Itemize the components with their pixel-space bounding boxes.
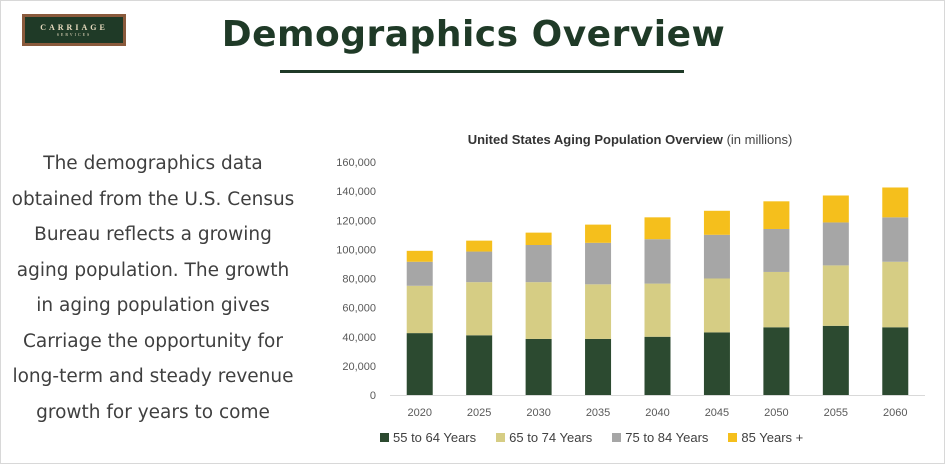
description-text: The demographics data obtained from the …	[11, 153, 295, 423]
x-tick-label: 2030	[526, 407, 550, 419]
legend-item: 75 to 84 Years	[612, 430, 708, 445]
bar-segment-75-to-84-years-2035	[585, 242, 612, 285]
bar-segment-55-to-64-years-2025	[466, 335, 493, 395]
bar-segment-85-years-2055	[822, 195, 849, 223]
legend-item: 55 to 64 Years	[380, 430, 476, 445]
page-title: Demographics Overview	[221, 14, 726, 55]
x-tick-label: 2025	[467, 407, 491, 419]
bar-segment-85-years-2020	[406, 250, 433, 262]
title-underline	[280, 70, 684, 73]
legend-swatch	[496, 433, 506, 442]
x-tick-label: 2045	[705, 407, 729, 419]
x-tick-label: 2060	[883, 407, 907, 419]
bar-segment-55-to-64-years-2040	[644, 336, 671, 395]
legend-label: 75 to 84 Years	[625, 430, 709, 445]
y-tick-label: 160,000	[336, 157, 376, 169]
bar-segment-65-to-74-years-2030	[525, 282, 552, 339]
legend-item: 65 to 74 Years	[496, 430, 592, 445]
legend-label: 55 to 64 Years	[393, 430, 477, 445]
bar-segment-55-to-64-years-2020	[406, 333, 433, 395]
x-tick-label: 2020	[407, 407, 431, 419]
legend-label: 85 Years +	[741, 430, 804, 445]
bar-segment-55-to-64-years-2060	[882, 327, 909, 395]
carriage-logo: CARRIAGE SERVICES	[22, 14, 126, 46]
y-tick-label: 20,000	[342, 361, 376, 373]
bar-segment-75-to-84-years-2025	[466, 251, 493, 283]
bar-segment-55-to-64-years-2055	[822, 325, 849, 395]
bar-segment-55-to-64-years-2030	[525, 338, 552, 395]
y-tick-label: 140,000	[336, 186, 376, 198]
bar-segment-75-to-84-years-2045	[703, 234, 730, 279]
bar-segment-75-to-84-years-2030	[525, 245, 552, 283]
bar-segment-65-to-74-years-2055	[822, 265, 849, 326]
legend-item: 85 Years +	[728, 430, 803, 445]
chart-title-main: United States Aging Population Overview	[467, 132, 723, 147]
legend-swatch	[380, 433, 389, 442]
bar-segment-65-to-74-years-2035	[585, 284, 612, 339]
legend-swatch	[728, 433, 738, 442]
bar-segment-65-to-74-years-2040	[644, 283, 671, 337]
y-tick-label: 40,000	[342, 332, 376, 344]
bar-segment-85-years-2050	[763, 201, 790, 229]
bar-segment-65-to-74-years-2020	[406, 285, 433, 334]
bar-segment-75-to-84-years-2040	[644, 239, 671, 284]
logo-sub-text: SERVICES	[56, 31, 92, 37]
chart-title: United States Aging Population Overview …	[330, 132, 930, 147]
chart-legend: 55 to 64 Years 65 to 74 Years 75 to 84 Yea…	[380, 430, 940, 445]
chart-subtitle: (in millions)	[726, 132, 793, 147]
bar-segment-85-years-2035	[585, 224, 612, 243]
bar-segment-85-years-2030	[525, 232, 552, 246]
x-tick-label: 2040	[645, 407, 669, 419]
y-tick-label: 80,000	[342, 274, 376, 286]
x-tick-label: 2035	[586, 407, 610, 419]
bar-segment-65-to-74-years-2025	[466, 282, 493, 336]
bar-segment-65-to-74-years-2045	[703, 278, 730, 333]
bar-segment-75-to-84-years-2050	[763, 228, 790, 272]
bar-segment-55-to-64-years-2035	[585, 338, 612, 395]
bar-segment-85-years-2060	[882, 187, 909, 218]
y-tick-label: 60,000	[342, 303, 376, 315]
bar-segment-75-to-84-years-2055	[822, 222, 849, 266]
bar-segment-55-to-64-years-2050	[763, 327, 790, 395]
bar-segment-65-to-74-years-2050	[763, 271, 790, 328]
bar-segment-85-years-2040	[644, 217, 671, 240]
bar-segment-65-to-74-years-2060	[882, 261, 909, 328]
x-tick-label: 2050	[764, 407, 788, 419]
bar-segment-85-years-2025	[466, 240, 493, 252]
legend-label: 65 to 74 Years	[509, 430, 593, 445]
bar-segment-55-to-64-years-2045	[703, 332, 730, 395]
logo-main-text: CARRIAGE	[40, 22, 108, 32]
bar-segment-75-to-84-years-2060	[882, 217, 909, 262]
legend-swatch	[612, 433, 622, 442]
y-tick-label: 120,000	[336, 215, 376, 227]
x-tick-label: 2055	[824, 407, 848, 419]
bar-segment-75-to-84-years-2020	[406, 261, 433, 286]
y-tick-label: 0	[370, 390, 376, 402]
bar-segment-85-years-2045	[703, 210, 730, 235]
y-tick-label: 100,000	[336, 244, 376, 256]
